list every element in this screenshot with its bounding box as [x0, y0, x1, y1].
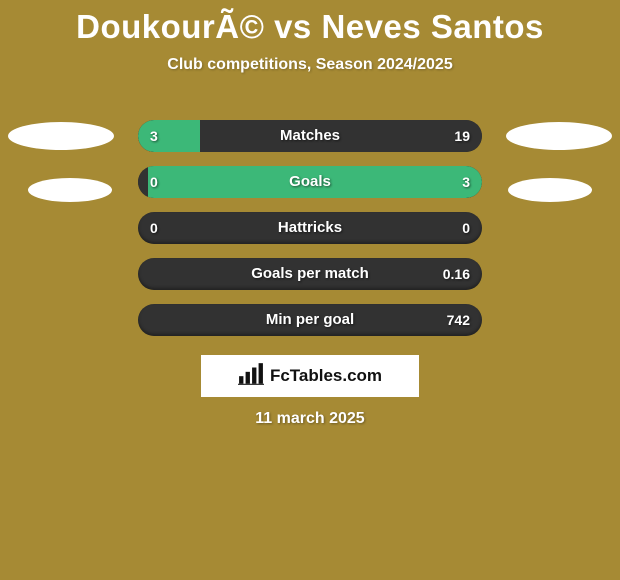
stat-label: Hattricks [138, 212, 482, 244]
stat-bar: 00Hattricks [138, 212, 482, 244]
stat-label: Min per goal [138, 304, 482, 336]
player-left-avatar-small [28, 178, 112, 202]
page-title: DoukourÃ© vs Neves Santos [0, 0, 620, 46]
stat-bar: 0.16Goals per match [138, 258, 482, 290]
stat-bar: 319Matches [138, 120, 482, 152]
player-right-avatar-small [508, 178, 592, 202]
bar-chart-icon [238, 363, 264, 390]
stat-bar: 742Min per goal [138, 304, 482, 336]
date-label: 11 march 2025 [0, 410, 620, 428]
player-left-avatar [8, 122, 114, 150]
stat-label: Goals per match [138, 258, 482, 290]
stat-label: Matches [138, 120, 482, 152]
brand-label: FcTables.com [270, 366, 382, 386]
stat-label: Goals [138, 166, 482, 198]
player-right-avatar [506, 122, 612, 150]
brand-badge[interactable]: FcTables.com [201, 355, 419, 397]
stat-bars: 319Matches 03Goals 00Hattricks 0.16Goals pe… [138, 120, 482, 350]
page-subtitle: Club competitions, Season 2024/2025 [0, 56, 620, 74]
comparison-card: DoukourÃ© vs Neves Santos Club competiti… [0, 0, 620, 580]
stat-bar: 03Goals [138, 166, 482, 198]
